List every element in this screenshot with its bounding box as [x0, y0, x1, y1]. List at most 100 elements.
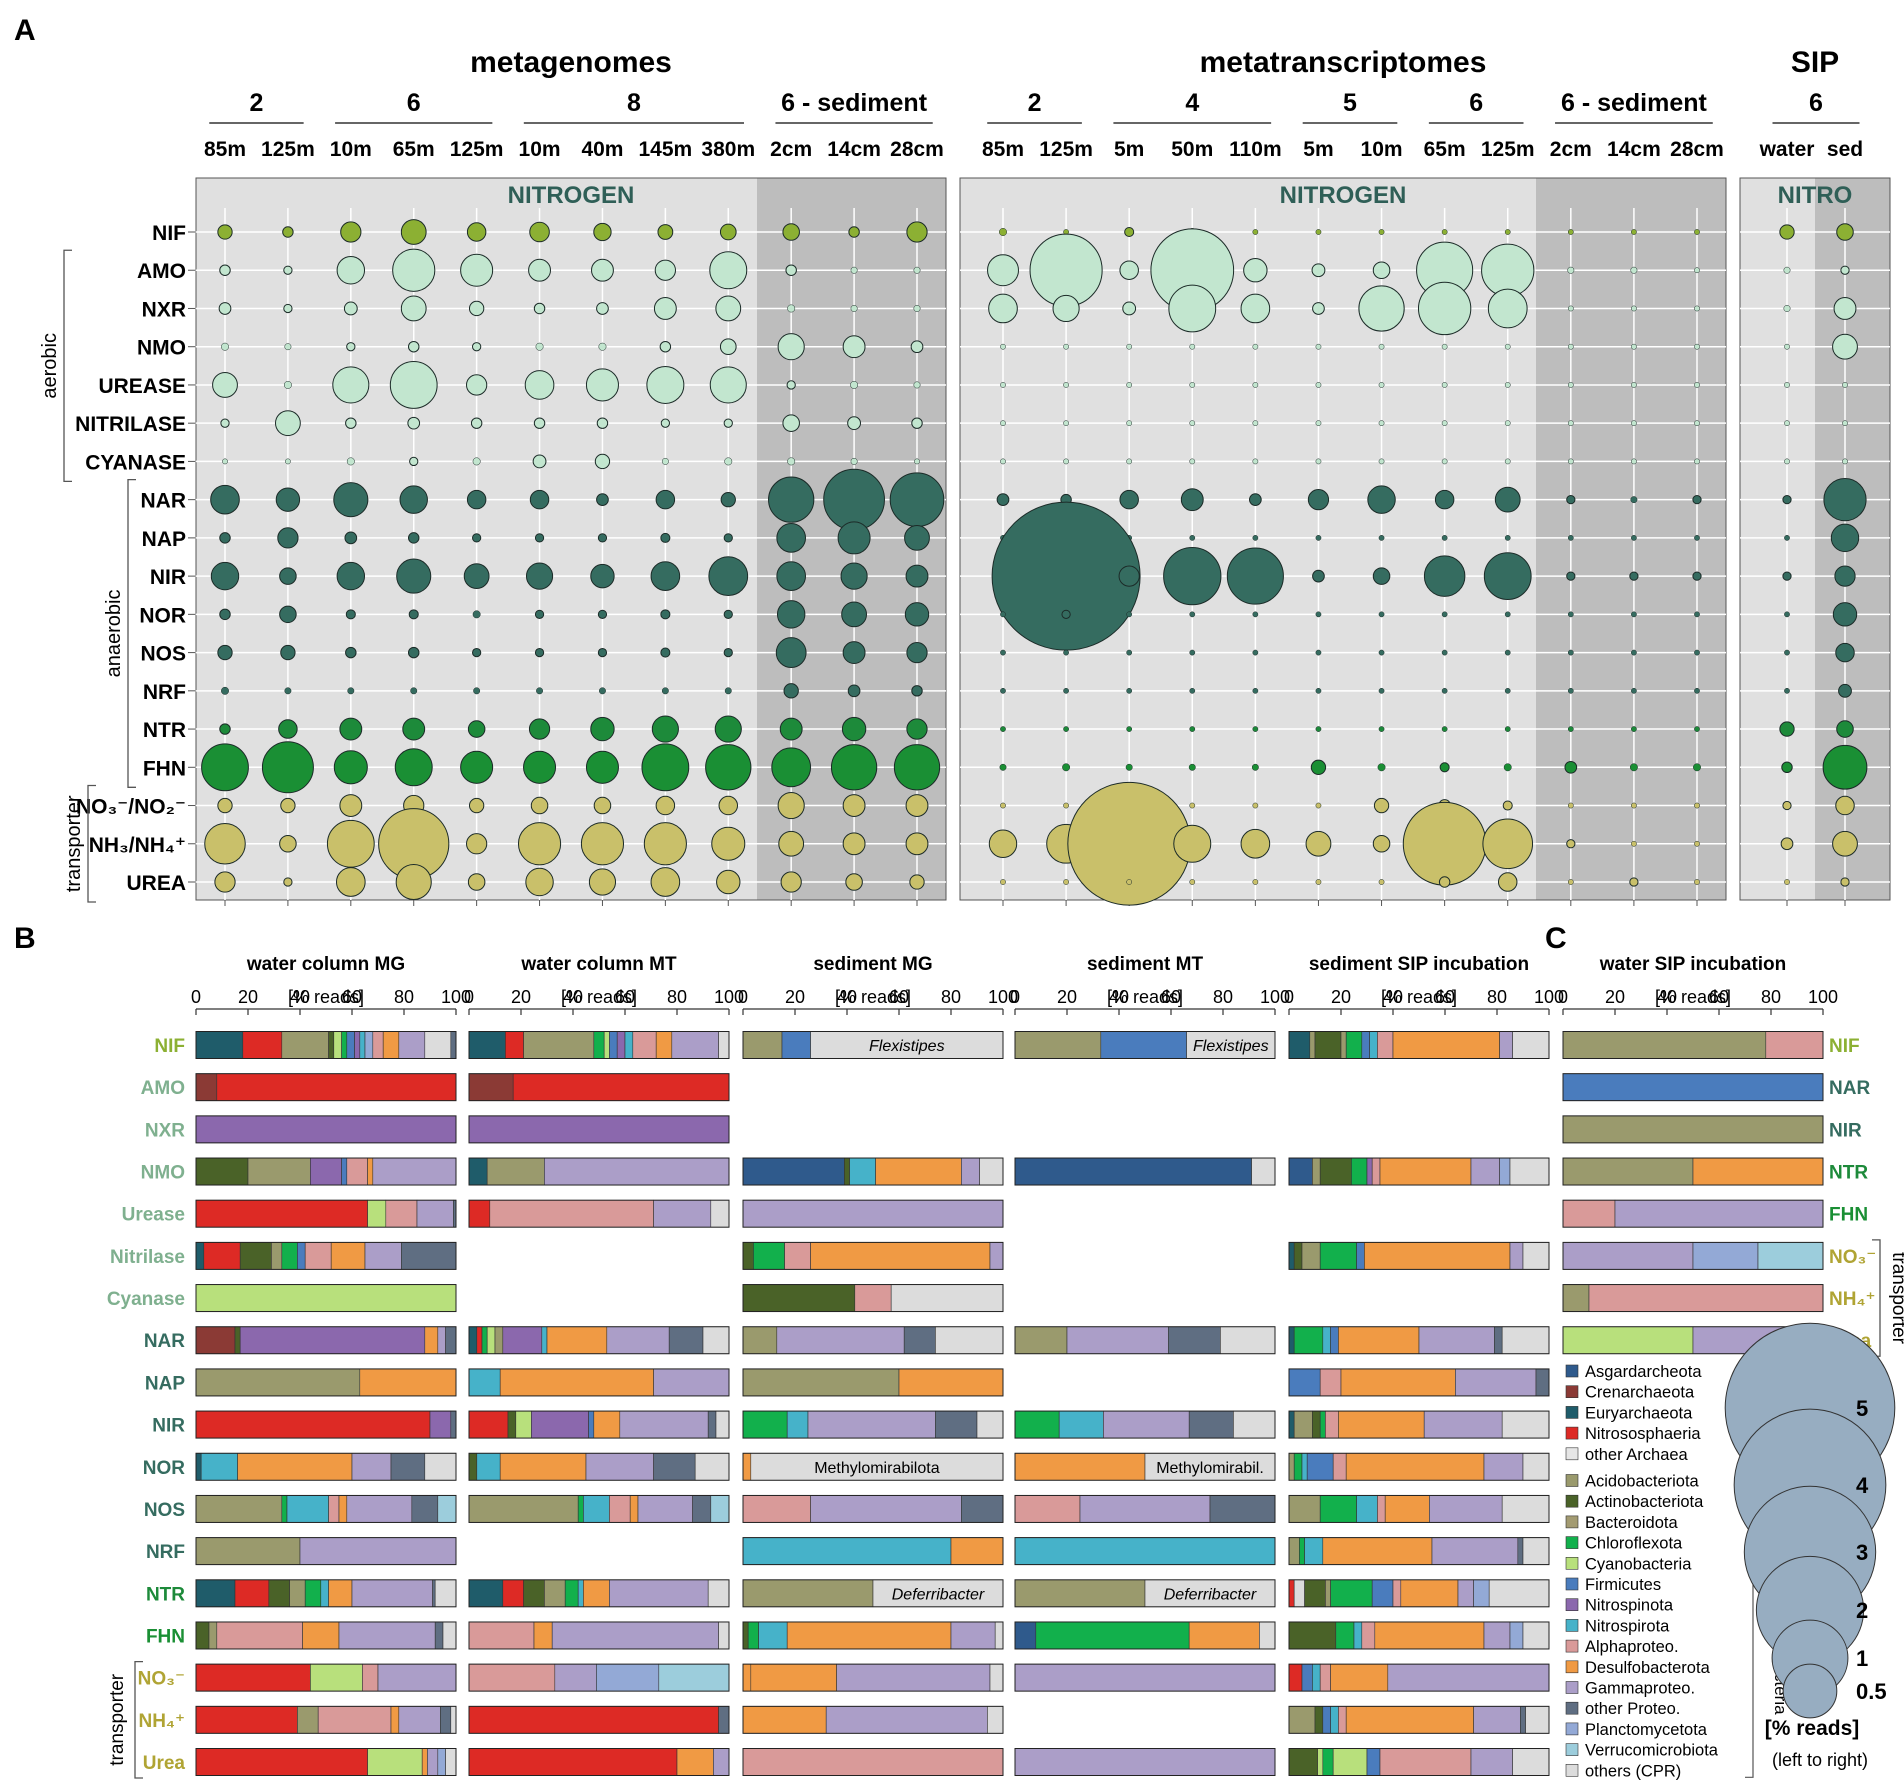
bar-segment-nitrospirota [200, 1452, 238, 1481]
bar-segment-actinobacteriota [268, 1579, 290, 1608]
bar-segment-acidobacteriota [523, 1031, 595, 1059]
bubble [911, 417, 923, 429]
group-title: metatranscriptomes [1200, 46, 1487, 79]
bubble-row-nmo [221, 333, 1858, 361]
bubble [904, 524, 930, 551]
bar-segment-acidobacteriota [742, 1031, 783, 1059]
bubble [1173, 824, 1212, 863]
bar-segment-cyanobacteria [195, 1284, 457, 1312]
bubble [1504, 611, 1511, 618]
bar-outline [195, 1494, 457, 1523]
bar-segment-actinobacteriota [1304, 1579, 1326, 1608]
bubble [1694, 840, 1700, 847]
bubble [1784, 343, 1790, 350]
bubble [1000, 879, 1006, 885]
bar-segment-desulfobacterota [328, 1579, 353, 1608]
bar-segment-acidobacteriota [271, 1242, 283, 1270]
row-group-label: transporter [63, 795, 85, 892]
bubble [904, 602, 930, 627]
bar-segment-acidobacteriota [289, 1579, 306, 1608]
bubble [1504, 229, 1511, 235]
bubble [219, 532, 231, 544]
bubble [646, 365, 685, 404]
bar-segment-acidobacteriota [1293, 1410, 1313, 1439]
bar-segment-others-cpr [702, 1326, 730, 1355]
bar-segment-desulfobacterota [533, 1621, 553, 1650]
bar-outline [195, 1368, 457, 1397]
bar-segment-firmicutes [1562, 1073, 1824, 1101]
legend-item-other-proteo: other Proteo. [1565, 1700, 1680, 1718]
bar-segment-gammaproteo [1457, 1579, 1474, 1608]
bubble [650, 867, 681, 897]
bubble [909, 874, 925, 890]
stacked-bar [195, 1705, 457, 1734]
bubble [786, 380, 796, 390]
bar-segment-annotation: Flexistipes [1193, 1038, 1269, 1055]
bubble [219, 608, 231, 621]
bar-outline [742, 1199, 1004, 1228]
bar-segment-nitrososphaeria [476, 1326, 483, 1355]
column-label: 125m [450, 138, 504, 161]
row-label: NIR [1829, 1120, 1862, 1141]
bar-segment-other-proteo [718, 1706, 730, 1734]
bar-segment-asgardarcheota [742, 1157, 845, 1186]
bar-outline [468, 1579, 730, 1608]
bar-segment-desulfobacterota [1374, 1621, 1485, 1650]
bubble [275, 487, 301, 512]
bar-segment-firmicutes [1301, 1663, 1313, 1692]
bubble [845, 873, 863, 891]
bubble [1378, 458, 1385, 465]
bar-segment-actinobacteriota [195, 1621, 210, 1650]
bubble [1782, 495, 1792, 505]
bar-outline [1014, 1157, 1276, 1186]
bar-segment-others-cpr [707, 1579, 730, 1608]
bubble [1378, 229, 1385, 235]
bar-segment-desulfobacterota [421, 1748, 428, 1776]
bubble [1119, 260, 1139, 280]
bubble [1567, 611, 1574, 618]
bubble [400, 295, 427, 322]
bar-segment-gammaproteo [1483, 1621, 1511, 1650]
bubble [1126, 343, 1133, 350]
bar-segment-gammaproteo [1470, 1157, 1500, 1186]
bubble [847, 416, 861, 431]
row-group-label: aerobic [39, 333, 61, 399]
bubble [1315, 382, 1322, 388]
bar-segment-nitrospinota [195, 1115, 457, 1144]
bar-outline [468, 1368, 730, 1397]
x-tick-label: 0 [1010, 987, 1020, 1007]
bubble [1126, 649, 1133, 656]
bubble [914, 458, 920, 465]
legend: Asgardarcheota Crenarchaeota Euryarchaeota… [1565, 1322, 1896, 1780]
stacked-bar [1562, 1284, 1824, 1313]
stacked-bar [742, 1284, 1004, 1313]
bubble [1694, 802, 1700, 809]
bar-segment-other-proteo [1517, 1537, 1524, 1565]
group-title: metagenomes [470, 46, 672, 79]
bubble [847, 684, 861, 698]
bubble [714, 715, 742, 743]
bar-segment-gammaproteo [1431, 1537, 1519, 1565]
stacked-bar [468, 1705, 730, 1734]
bubble [830, 744, 878, 791]
bar-segment-gammaproteo [437, 1326, 446, 1355]
bar-segment-chloroflexota [1293, 1452, 1303, 1481]
bubble [905, 794, 929, 817]
bubble [340, 221, 362, 243]
size-legend-title: [% reads] [1765, 1717, 1860, 1740]
bubble [536, 687, 543, 695]
bar-outline [1288, 1621, 1550, 1650]
bar-segment-desulfobacterota [499, 1368, 654, 1397]
bubble [840, 562, 868, 590]
bar-segment-other-proteo [440, 1706, 452, 1734]
bar-outline [195, 1748, 457, 1776]
bubble [1441, 535, 1448, 541]
bubble [466, 374, 488, 396]
column-label: 145m [639, 138, 693, 161]
bubble [1504, 726, 1511, 732]
bar-segment-alphaproteo [1588, 1284, 1824, 1312]
bubble [996, 493, 1010, 506]
stacked-bar: Flexistipes [742, 1031, 1004, 1059]
bubble [708, 556, 749, 597]
row-label: UREA [126, 872, 186, 895]
